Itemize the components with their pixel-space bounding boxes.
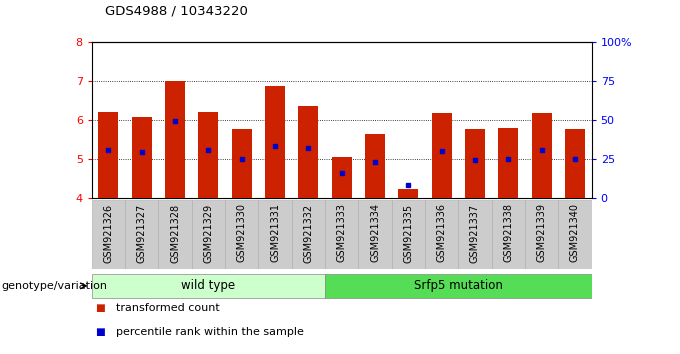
Text: GDS4988 / 10343220: GDS4988 / 10343220 (105, 5, 248, 18)
Bar (92, 274, 325, 298)
Bar (299, 105, 318, 198)
Text: transformed count: transformed count (116, 303, 220, 313)
Bar (158, 200, 192, 269)
Bar (498, 128, 518, 198)
Bar (332, 157, 352, 198)
Bar (432, 113, 452, 198)
Text: ■: ■ (95, 327, 105, 337)
Bar (565, 129, 585, 198)
Text: GSM921335: GSM921335 (403, 204, 413, 263)
Bar (258, 200, 292, 269)
Bar (325, 200, 358, 269)
Bar (465, 129, 485, 198)
Bar (225, 200, 258, 269)
Bar (425, 200, 458, 269)
Bar (265, 86, 285, 198)
Bar (358, 200, 392, 269)
Text: ■: ■ (95, 303, 105, 313)
Bar (192, 200, 225, 269)
Bar (292, 200, 325, 269)
Text: GSM921338: GSM921338 (503, 204, 513, 262)
Bar (92, 200, 125, 269)
Bar (365, 134, 385, 198)
Text: GSM921328: GSM921328 (170, 204, 180, 263)
Text: GSM921340: GSM921340 (570, 204, 580, 262)
Bar (532, 113, 551, 198)
Text: GSM921336: GSM921336 (437, 204, 447, 262)
Text: GSM921331: GSM921331 (270, 204, 280, 262)
Bar (558, 200, 592, 269)
Bar (125, 200, 158, 269)
Text: GSM921339: GSM921339 (537, 204, 547, 262)
Text: GSM921332: GSM921332 (303, 204, 313, 263)
Text: GSM921330: GSM921330 (237, 204, 247, 262)
Bar (325, 274, 592, 298)
Text: wild type: wild type (182, 279, 235, 292)
Bar (492, 200, 525, 269)
Bar (398, 188, 418, 198)
Bar (199, 112, 218, 198)
Bar (392, 200, 425, 269)
Bar (99, 112, 118, 198)
Bar (458, 200, 492, 269)
Text: GSM921333: GSM921333 (337, 204, 347, 262)
Text: GSM921337: GSM921337 (470, 204, 480, 263)
Bar (525, 200, 558, 269)
Bar (165, 81, 185, 198)
Bar (232, 129, 252, 198)
Text: genotype/variation: genotype/variation (1, 281, 107, 291)
Text: GSM921334: GSM921334 (370, 204, 380, 262)
Text: percentile rank within the sample: percentile rank within the sample (116, 327, 303, 337)
Bar (132, 117, 152, 198)
Text: GSM921326: GSM921326 (103, 204, 114, 263)
Text: Srfp5 mutation: Srfp5 mutation (414, 279, 503, 292)
Text: GSM921327: GSM921327 (137, 204, 147, 263)
Text: GSM921329: GSM921329 (203, 204, 214, 263)
